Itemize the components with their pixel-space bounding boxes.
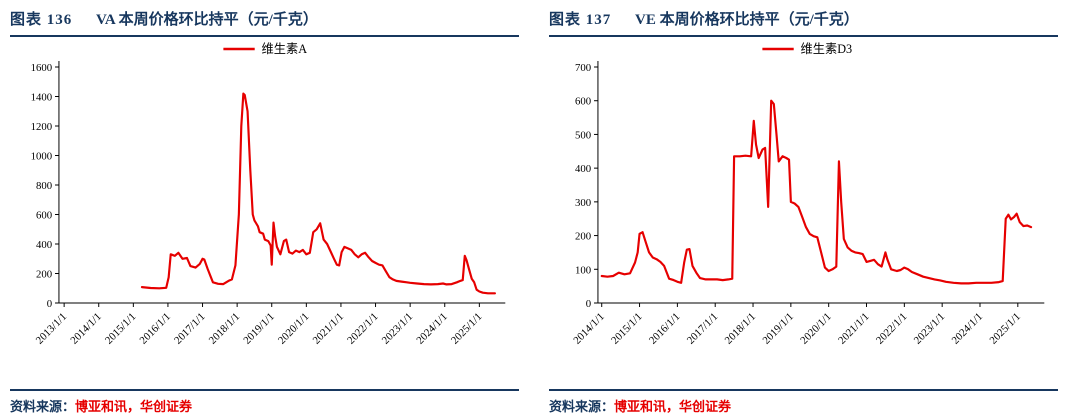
svg-text:2018/1/1: 2018/1/1 [207, 311, 242, 347]
svg-text:2015/1/1: 2015/1/1 [609, 311, 644, 347]
figure-137-panel: 图表 137 VE 本周价格环比持平（元/千克） 0 100 200 300 400 50… [549, 6, 1058, 415]
svg-text:维生素A: 维生素A [262, 42, 308, 56]
source-label: 资料来源： [549, 399, 615, 414]
svg-text:2017/1/1: 2017/1/1 [685, 311, 720, 347]
svg-text:600: 600 [36, 209, 53, 221]
svg-text:2022/1/1: 2022/1/1 [874, 311, 909, 347]
figure-136-header-divider [10, 35, 519, 37]
svg-text:300: 300 [575, 197, 592, 209]
source-label: 资料来源： [10, 399, 76, 414]
svg-text:2024/1/1: 2024/1/1 [950, 311, 985, 347]
svg-text:1600: 1600 [31, 62, 53, 74]
svg-text:400: 400 [36, 239, 53, 251]
figure-136-header: 图表 136 VA 本周价格环比持平（元/千克） [10, 6, 519, 35]
figure-137-footer-divider [549, 389, 1058, 391]
svg-text:2016/1/1: 2016/1/1 [647, 311, 682, 347]
svg-text:0: 0 [586, 298, 592, 310]
figure-137-header-divider [549, 35, 1058, 37]
figure-136-source-note: 资料来源：博亚和讯，华创证券 [10, 391, 519, 415]
svg-text:2024/1/1: 2024/1/1 [414, 311, 449, 347]
svg-text:2018/1/1: 2018/1/1 [723, 311, 758, 347]
figure-136-number: 图表 136 [10, 12, 73, 28]
svg-text:2021/1/1: 2021/1/1 [311, 311, 346, 347]
svg-text:1000: 1000 [31, 150, 53, 162]
svg-text:2013/1/1: 2013/1/1 [34, 311, 69, 347]
figure-137-header: 图表 137 VE 本周价格环比持平（元/千克） [549, 6, 1058, 35]
svg-text:200: 200 [575, 230, 592, 242]
svg-text:2019/1/1: 2019/1/1 [241, 311, 276, 347]
svg-text:700: 700 [575, 62, 592, 74]
svg-text:2021/1/1: 2021/1/1 [836, 311, 871, 347]
svg-text:2017/1/1: 2017/1/1 [172, 311, 207, 347]
svg-text:2023/1/1: 2023/1/1 [380, 311, 415, 347]
source-names: 博亚和讯，华创证券 [75, 399, 193, 414]
svg-text:2016/1/1: 2016/1/1 [138, 311, 173, 347]
svg-text:500: 500 [575, 129, 592, 141]
figure-137-number: 图表 137 [549, 12, 612, 28]
svg-text:2025/1/1: 2025/1/1 [449, 311, 484, 347]
figure-136-caption: VA 本周价格环比持平（元/千克） [96, 12, 318, 28]
source-names: 博亚和讯，华创证券 [614, 399, 732, 414]
svg-text:2020/1/1: 2020/1/1 [798, 311, 833, 347]
svg-text:2023/1/1: 2023/1/1 [912, 311, 947, 347]
figure-137-caption: VE 本周价格环比持平（元/千克） [635, 12, 859, 28]
svg-text:2022/1/1: 2022/1/1 [345, 311, 380, 347]
svg-text:100: 100 [575, 264, 592, 276]
svg-text:2020/1/1: 2020/1/1 [276, 311, 311, 347]
svg-text:维生素D3: 维生素D3 [801, 42, 853, 56]
svg-text:2015/1/1: 2015/1/1 [103, 311, 138, 347]
svg-text:800: 800 [36, 180, 53, 192]
svg-text:0: 0 [47, 298, 53, 310]
svg-text:2025/1/1: 2025/1/1 [987, 311, 1022, 347]
figure-136-panel: 图表 136 VA 本周价格环比持平（元/千克） 0 200 400 600 800 10… [10, 6, 519, 415]
figure-137-source-note: 资料来源：博亚和讯，华创证券 [549, 391, 1058, 415]
svg-text:2014/1/1: 2014/1/1 [68, 311, 103, 347]
svg-text:600: 600 [575, 96, 592, 108]
svg-text:200: 200 [36, 268, 53, 280]
svg-text:2014/1/1: 2014/1/1 [571, 311, 606, 347]
svg-text:400: 400 [575, 163, 592, 175]
svg-text:1200: 1200 [31, 121, 53, 133]
svg-text:2019/1/1: 2019/1/1 [760, 311, 795, 347]
figure-136-footer-divider [10, 389, 519, 391]
svg-text:1400: 1400 [31, 91, 53, 103]
